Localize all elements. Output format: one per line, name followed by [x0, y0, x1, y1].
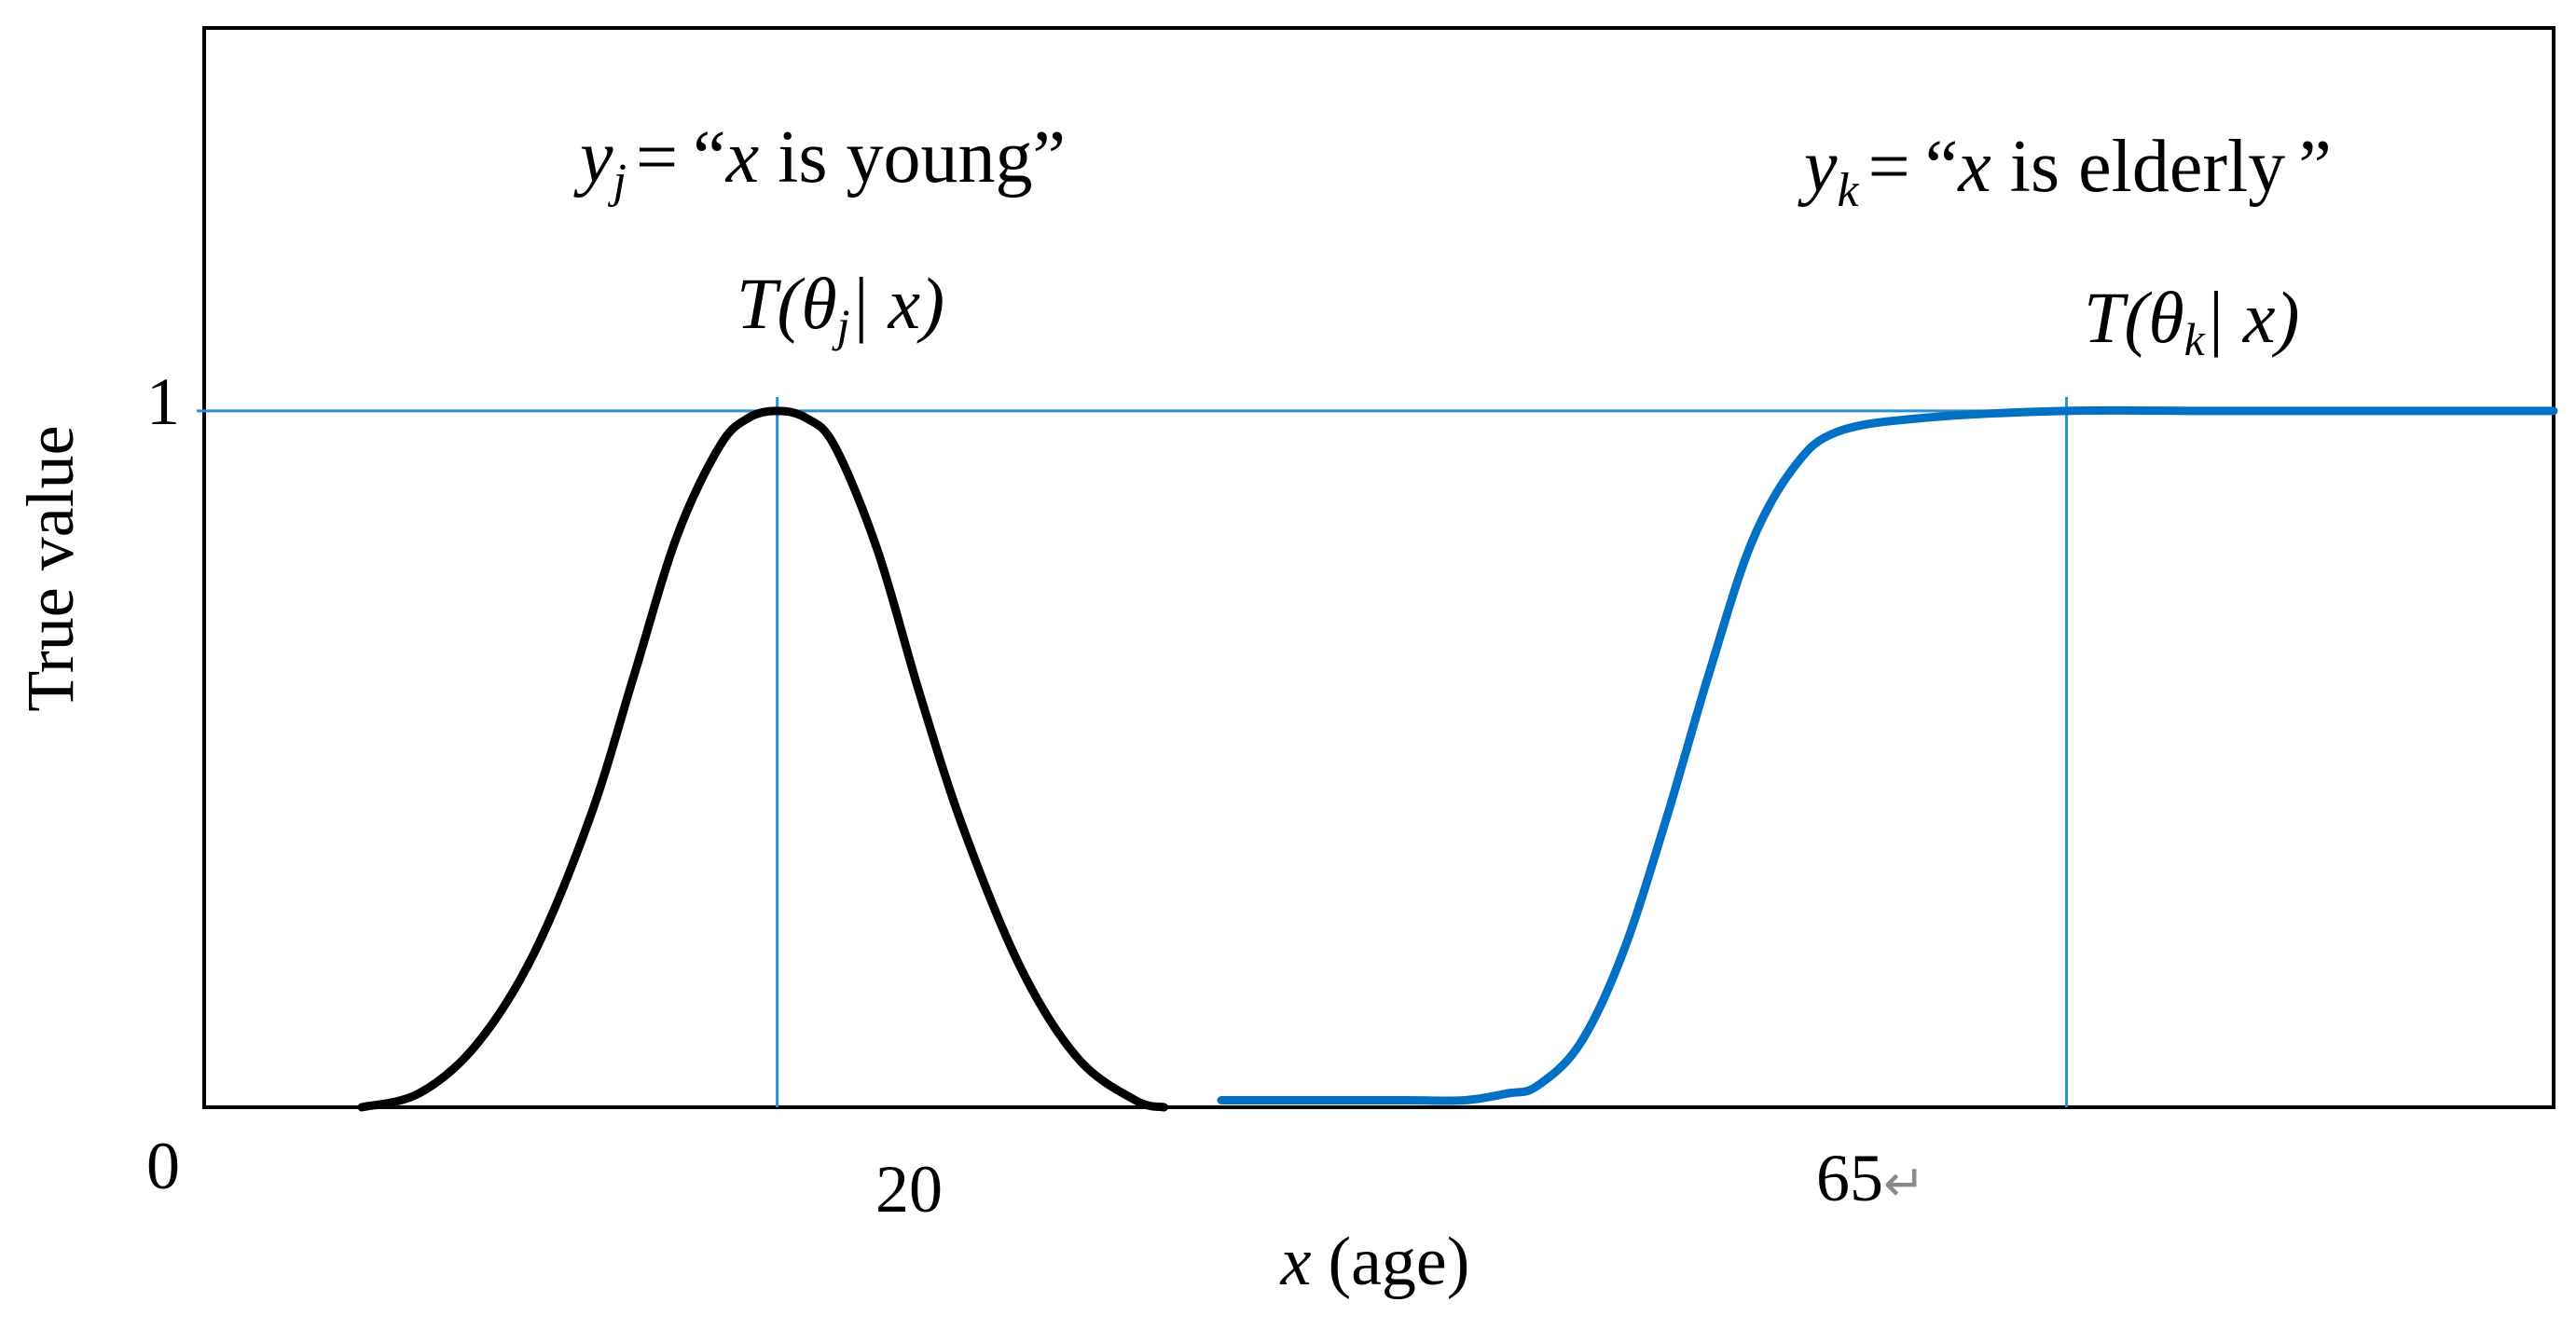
- return-mark: ↵: [1883, 1154, 1925, 1213]
- young-statement-x: x: [725, 117, 760, 199]
- elderly-truth-curve: [1217, 405, 2558, 1105]
- elderly-statement-x: x: [1957, 126, 1991, 208]
- x-tick-label-65-value: 65: [1816, 1141, 1883, 1215]
- x-axis-label: x (age): [1280, 1224, 1470, 1300]
- plot-frame: [202, 26, 2555, 1109]
- curve-label-elderly-pre: T(θ: [2084, 277, 2184, 358]
- curve-label-young-pre: T(θ: [737, 263, 837, 344]
- curves: [357, 405, 2558, 1112]
- y-axis-label: True value: [13, 425, 88, 711]
- elderly-statement-sub: k: [1838, 164, 1860, 217]
- elderly-statement-open-quote: “: [1925, 126, 1959, 208]
- young-statement-var: y: [573, 117, 613, 199]
- elderly-statement-eq: =: [1868, 126, 1910, 208]
- x-tick-label-65: 65↵: [1816, 1141, 1925, 1215]
- young-statement-sub: j: [608, 155, 627, 208]
- curve-label-elderly-sub: k: [2184, 313, 2206, 365]
- young-statement-open-quote: “: [693, 117, 726, 199]
- x-axis-label-var: x: [1280, 1224, 1312, 1300]
- elderly-statement-text: is elderly: [1991, 126, 2285, 208]
- reference-lines: [197, 396, 2554, 1107]
- curve-label-young: T(θj| x): [737, 263, 944, 351]
- elderly-statement: yk = “x is elderly”: [1798, 126, 2332, 217]
- young-statement-eq: =: [636, 117, 678, 199]
- elderly-statement-var: y: [1798, 126, 1838, 208]
- young-truth-curve: [357, 406, 1168, 1112]
- young-statement-close-quote: ”: [1032, 117, 1066, 199]
- curve-label-young-post: | x): [850, 263, 945, 344]
- x-tick-label-20: 20: [875, 1152, 943, 1227]
- young-statement-text: is young: [759, 117, 1032, 199]
- x-axis-label-unit: (age): [1328, 1224, 1469, 1300]
- young-statement: yj = “x is young”: [573, 117, 1066, 208]
- y-tick-label-0: 0: [146, 1129, 180, 1203]
- curve-label-elderly: T(θk| x): [2084, 277, 2299, 365]
- y-tick-label-1: 1: [146, 364, 180, 439]
- elderly-statement-close-quote: ”: [2298, 126, 2332, 208]
- curve-label-elderly-post: | x): [2205, 277, 2300, 358]
